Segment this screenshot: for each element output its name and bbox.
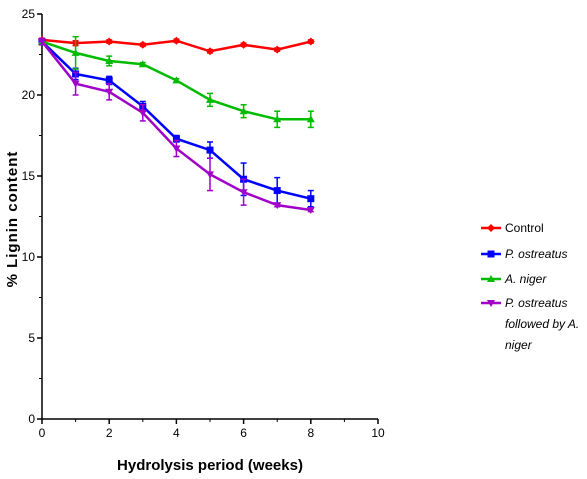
legend-label: followed by A. <box>505 317 579 331</box>
x-tick-label: 0 <box>39 426 46 440</box>
y-tick-label: 0 <box>28 412 35 426</box>
data-point <box>307 195 315 203</box>
y-tick-label: 15 <box>22 169 36 183</box>
data-point <box>306 115 315 123</box>
series-line <box>41 40 312 200</box>
data-point <box>138 109 147 117</box>
data-point <box>206 47 214 56</box>
series-2 <box>38 35 315 129</box>
legend-label: A. niger <box>504 272 547 286</box>
legend-swatch-marker <box>487 250 495 258</box>
data-point <box>105 88 114 96</box>
data-point <box>172 145 181 153</box>
legend-label: niger <box>505 338 533 352</box>
y-tick-label: 25 <box>22 7 36 21</box>
data-point <box>105 76 113 84</box>
legend-item: Control <box>481 221 544 235</box>
legend-swatch-marker <box>487 300 495 307</box>
data-point <box>172 76 181 84</box>
series-1 <box>38 37 315 208</box>
data-point <box>273 187 281 195</box>
data-point <box>71 48 80 56</box>
legend-swatch-marker <box>487 224 495 232</box>
legend-item: P. ostreatus <box>481 247 567 261</box>
legend-label: Control <box>505 221 544 235</box>
data-point <box>38 38 46 46</box>
legend-item: A. niger <box>481 272 547 286</box>
x-axis-title: Hydrolysis period (weeks) <box>117 457 303 474</box>
x-tick-label: 10 <box>371 426 385 440</box>
data-point <box>306 207 315 215</box>
data-point <box>105 37 114 46</box>
data-point <box>239 40 248 49</box>
y-tick-label: 20 <box>22 88 36 102</box>
series-3 <box>38 37 315 215</box>
data-point <box>306 37 315 46</box>
legend-item: P. ostreatus followed by A. niger <box>481 296 579 352</box>
data-point <box>172 36 181 45</box>
legend: Control P. ostreatus A. niger P. ostreatus f… <box>481 221 579 352</box>
data-point <box>273 115 282 123</box>
data-point <box>172 135 180 143</box>
data-point <box>206 146 214 154</box>
data-point <box>138 60 147 68</box>
x-tick-label: 8 <box>307 426 314 440</box>
series-line <box>41 40 311 212</box>
legend-swatch-marker <box>487 275 495 282</box>
data-point <box>273 202 282 210</box>
x-tick-label: 4 <box>173 426 180 440</box>
legend-label: P. ostreatus <box>505 296 567 310</box>
data-point <box>239 107 248 115</box>
y-axis-title: % Lignin content <box>4 151 21 288</box>
x-tick-label: 2 <box>106 426 113 440</box>
series-layer <box>38 35 315 215</box>
data-point <box>206 95 214 103</box>
axes: 0 5 10 15 20 25 0 2 4 6 8 10 <box>22 7 385 440</box>
y-tick-label: 10 <box>22 250 36 264</box>
y-tick-label: 5 <box>28 331 35 345</box>
data-point <box>206 171 214 179</box>
series-0 <box>38 35 315 56</box>
data-point <box>239 189 248 197</box>
legend-label: P. ostreatus <box>505 247 567 261</box>
x-tick-label: 6 <box>240 426 247 440</box>
data-point <box>138 40 147 49</box>
data-point <box>71 80 80 88</box>
data-point <box>273 45 282 54</box>
data-point <box>105 56 114 64</box>
